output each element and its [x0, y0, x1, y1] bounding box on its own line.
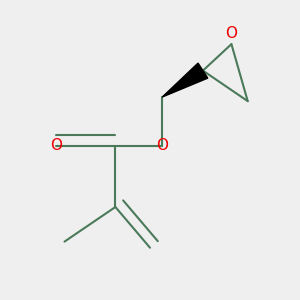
Polygon shape — [162, 63, 208, 97]
Text: O: O — [156, 138, 168, 153]
Text: O: O — [50, 138, 62, 153]
Text: O: O — [225, 26, 237, 41]
